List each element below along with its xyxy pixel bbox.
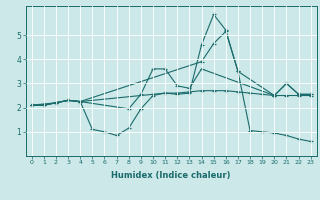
X-axis label: Humidex (Indice chaleur): Humidex (Indice chaleur)	[111, 171, 231, 180]
